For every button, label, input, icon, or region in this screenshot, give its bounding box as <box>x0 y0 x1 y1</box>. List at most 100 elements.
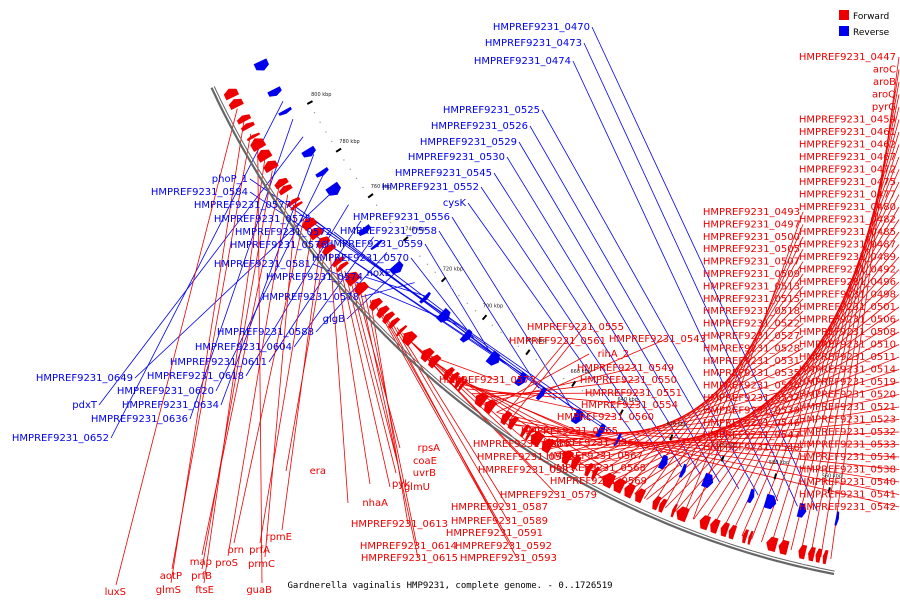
forward-gene-arrow <box>387 317 401 330</box>
reverse-gene-label: HMPREF9231_0526 <box>431 121 528 132</box>
kbp-minor-tick <box>690 446 692 448</box>
forward-gene-label: HMPREF9231_0555 <box>527 322 624 333</box>
reverse-gene-leader <box>315 252 388 333</box>
kbp-tick-label: 640 kbp <box>618 397 638 403</box>
forward-gene-leader <box>484 367 635 404</box>
forward-gene-label: uvrB <box>413 468 436 479</box>
forward-gene-label: HMPREF9231_0487 <box>799 240 896 251</box>
reverse-gene-arrow <box>485 350 500 366</box>
forward-gene-leader <box>550 397 804 449</box>
kbp-minor-tick <box>343 159 345 161</box>
forward-gene-leader <box>780 119 900 548</box>
forward-gene-label: HMPREF9231_0547 <box>703 430 800 441</box>
forward-gene-leader <box>359 288 419 559</box>
forward-gene-arrow <box>670 503 678 518</box>
forward-gene-label: prfA <box>249 545 270 556</box>
reverse-gene-leader <box>249 191 609 432</box>
reverse-gene-label: HMPREF9231_0574 <box>266 272 363 283</box>
forward-gene-leader <box>663 249 804 508</box>
reverse-gene-arrow <box>419 291 431 304</box>
forward-gene-label: HMPREF9231_0528 <box>703 343 800 354</box>
forward-gene-label: HMPREF9231_0507 <box>703 257 800 268</box>
forward-gene-leader <box>741 169 900 537</box>
reverse-gene-label: phoP_1 <box>212 174 248 185</box>
forward-gene-label: HMPREF9231_0549 <box>577 363 674 374</box>
forward-gene-arrow <box>369 297 383 312</box>
legend-forward-label: Forward <box>853 12 889 22</box>
forward-gene-label: era <box>310 466 326 477</box>
reverse-gene-leader <box>438 230 540 389</box>
reverse-gene-label: HMPREF9231_0470 <box>493 22 590 33</box>
forward-gene-leader <box>692 211 804 520</box>
reverse-gene-leader <box>110 101 284 439</box>
reverse-gene-leader <box>583 42 798 507</box>
forward-gene-arrow <box>519 424 530 438</box>
forward-gene-arrow <box>274 177 289 190</box>
reverse-gene-leader <box>451 216 574 411</box>
forward-gene-arrow <box>278 184 293 196</box>
forward-gene-arrow <box>448 371 460 385</box>
forward-gene-arrow <box>402 331 418 347</box>
forward-gene-leader <box>329 252 349 504</box>
forward-gene-leader <box>334 259 371 485</box>
reverse-gene-arrow <box>570 409 584 425</box>
forward-gene-label: aroB <box>873 77 896 88</box>
forward-gene-arrow <box>699 515 712 531</box>
forward-gene-label: HMPREF9231_0615 <box>361 553 458 564</box>
forward-gene-label: HMPREF9231_0482 <box>799 215 896 226</box>
reverse-gene-label: HMPREF9231_0634 <box>122 400 219 411</box>
reverse-gene-label: HMPREF9231_0572 <box>235 227 332 238</box>
forward-gene-arrow <box>507 416 519 430</box>
kbp-minor-tick <box>319 121 321 124</box>
forward-gene-label: HMPREF9231_0536 <box>703 381 800 392</box>
reverse-gene-leader <box>424 243 490 352</box>
reverse-gene-arrow <box>613 433 622 447</box>
kbp-minor-tick <box>660 432 662 435</box>
forward-gene-leader <box>559 385 804 455</box>
forward-gene-arrow <box>652 495 662 511</box>
reverse-gene-leader <box>293 236 375 348</box>
forward-gene-leader <box>505 418 900 495</box>
reverse-gene-label: HMPREF9231_0575 <box>214 214 311 225</box>
kbp-tick-label: 720 kbp <box>443 266 463 272</box>
forward-gene-leader <box>396 327 509 508</box>
forward-gene-label: orn <box>228 545 244 556</box>
reverse-gene-arrow <box>595 423 606 438</box>
kbp-minor-tick <box>474 310 477 312</box>
forward-gene-arrow <box>602 472 617 489</box>
kbp-minor-tick <box>732 462 734 465</box>
forward-gene-leader <box>471 392 643 395</box>
forward-gene-arrow <box>396 325 408 337</box>
forward-gene-label: HMPREF9231_0535 <box>703 368 800 379</box>
kbp-minor-tick <box>509 338 511 341</box>
forward-gene-arrow <box>457 379 469 392</box>
reverse-gene-arrow <box>267 86 282 97</box>
reverse-gene-label: HMPREF9231_0618 <box>147 371 244 382</box>
reverse-gene-label: HMPREF9231_0584 <box>151 187 248 198</box>
kbp-ticks: 560 kbp 580 kbp 600 kbp 620 kbp 640 kbp 660 k… <box>306 92 842 494</box>
kbp-minor-tick <box>553 371 556 374</box>
reverse-gene-leader <box>346 267 401 320</box>
forward-gene-label: HMPREF9231_0506 <box>799 315 896 326</box>
forward-gene-leader <box>281 241 322 531</box>
forward-gene-leader <box>605 323 804 481</box>
gene-arrows <box>223 58 840 565</box>
forward-gene-arrow <box>290 201 303 211</box>
reverse-gene-label: HMPREF9231_0652 <box>12 433 109 444</box>
backbone-arc <box>213 86 835 572</box>
reverse-gene-label: HMPREF9231_0620 <box>117 386 214 397</box>
genome-backbone <box>210 86 835 576</box>
forward-gene-label: HMPREF9231_0548 <box>703 443 800 454</box>
reverse-gene-leader <box>360 282 415 298</box>
kbp-tick-label: 660 kbp <box>571 369 591 375</box>
forward-gene-leader <box>171 133 252 570</box>
kbp-tick-mark <box>440 276 447 283</box>
forward-gene-label: HMPREF9231_0522 <box>703 319 800 330</box>
kbp-minor-tick <box>610 407 612 409</box>
reverse-gene-label: HMPREF9231_0588 <box>217 327 314 338</box>
forward-gene-leader <box>523 431 804 436</box>
forward-gene-arrow <box>710 518 721 534</box>
forward-gene-label: HMPREF9231_0532 <box>799 427 896 438</box>
forward-gene-arrow <box>728 524 738 540</box>
forward-gene-arrow <box>676 506 690 523</box>
